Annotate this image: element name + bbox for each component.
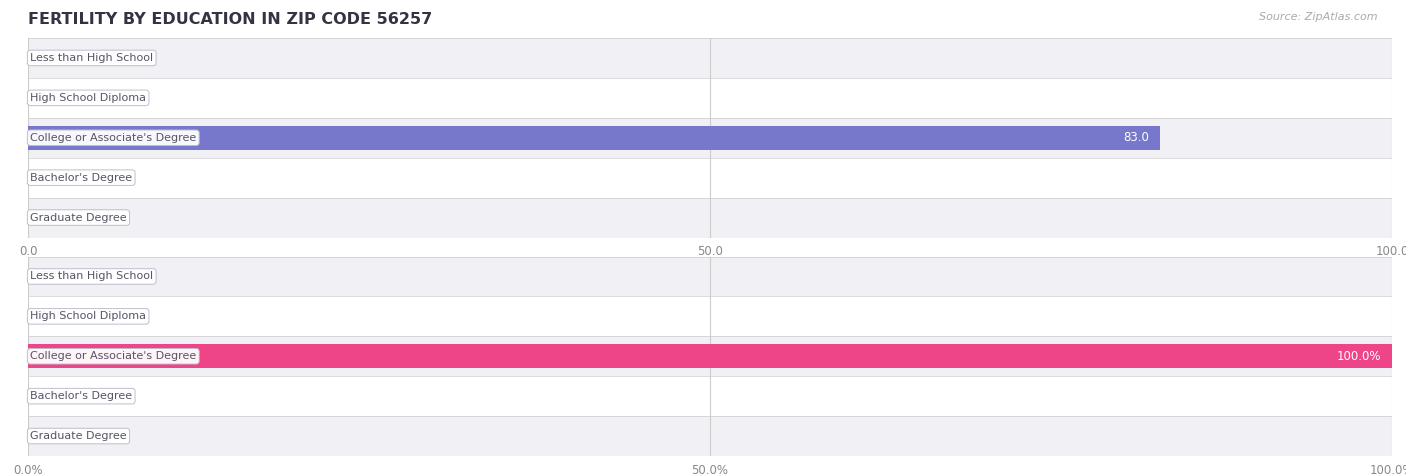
Bar <box>28 416 1392 456</box>
Bar <box>28 78 1392 118</box>
Text: Graduate Degree: Graduate Degree <box>30 212 127 223</box>
Text: High School Diploma: High School Diploma <box>30 93 146 103</box>
Text: 100.0%: 100.0% <box>1337 350 1381 363</box>
Bar <box>28 336 1392 376</box>
Text: Bachelor's Degree: Bachelor's Degree <box>30 172 132 183</box>
Text: College or Associate's Degree: College or Associate's Degree <box>30 351 197 361</box>
Text: Bachelor's Degree: Bachelor's Degree <box>30 391 132 401</box>
Text: 0.0%: 0.0% <box>39 431 67 441</box>
Bar <box>28 344 1392 368</box>
Bar <box>28 158 1392 198</box>
Text: FERTILITY BY EDUCATION IN ZIP CODE 56257: FERTILITY BY EDUCATION IN ZIP CODE 56257 <box>28 12 433 27</box>
Bar <box>28 296 1392 336</box>
Text: Less than High School: Less than High School <box>30 53 153 63</box>
Bar <box>28 38 1392 78</box>
Text: High School Diploma: High School Diploma <box>30 311 146 322</box>
Text: Less than High School: Less than High School <box>30 271 153 282</box>
Bar <box>28 198 1392 238</box>
Bar <box>28 256 1392 296</box>
Text: College or Associate's Degree: College or Associate's Degree <box>30 133 197 143</box>
Text: 0.0: 0.0 <box>39 93 56 103</box>
Text: Source: ZipAtlas.com: Source: ZipAtlas.com <box>1260 12 1378 22</box>
Bar <box>28 118 1392 158</box>
Text: 0.0%: 0.0% <box>39 271 67 282</box>
Text: 0.0: 0.0 <box>39 53 56 63</box>
Text: 0.0%: 0.0% <box>39 391 67 401</box>
Text: Graduate Degree: Graduate Degree <box>30 431 127 441</box>
Bar <box>28 376 1392 416</box>
Text: 0.0%: 0.0% <box>39 311 67 322</box>
Text: 0.0: 0.0 <box>39 212 56 223</box>
Text: 83.0: 83.0 <box>1123 131 1149 144</box>
Text: 0.0: 0.0 <box>39 172 56 183</box>
Bar <box>28 126 1160 150</box>
